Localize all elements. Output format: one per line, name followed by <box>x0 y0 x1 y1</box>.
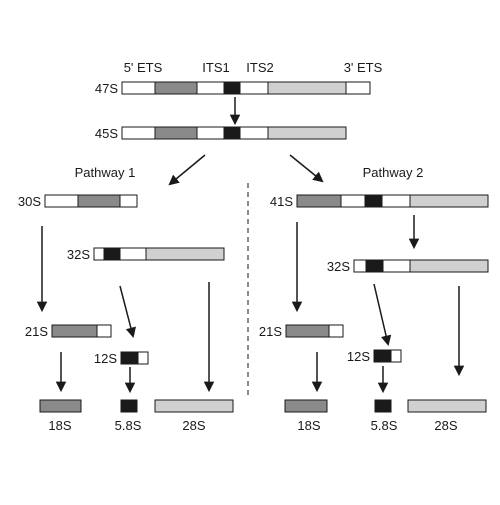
label-32s-right: 32S <box>327 259 350 274</box>
label-18s-left: 18S <box>48 418 71 433</box>
arrow-32s-12s-right <box>373 283 392 347</box>
bar-32s-right <box>353 259 489 273</box>
arrow-32s-12s-left <box>119 285 136 339</box>
bar-41s <box>296 194 489 208</box>
label-3ets: 3' ETS <box>344 60 383 75</box>
label-its1: ITS1 <box>202 60 229 75</box>
bar-58s-right <box>374 399 392 413</box>
label-41s: 41S <box>270 194 293 209</box>
bar-18s-right <box>284 399 328 413</box>
bar-21s-right <box>285 324 344 338</box>
bar-28s-right <box>407 399 487 413</box>
arrow-45s-pathway1 <box>168 154 206 186</box>
label-47s: 47S <box>95 81 118 96</box>
label-30s: 30S <box>18 194 41 209</box>
arrow-45s-pathway2 <box>289 154 324 183</box>
label-pathway-2: Pathway 2 <box>363 165 424 180</box>
label-21s-right: 21S <box>259 324 282 339</box>
bar-47s <box>121 81 371 95</box>
label-58s-right: 5.8S <box>371 418 398 433</box>
bar-12s-right <box>373 349 402 363</box>
bar-58s-left <box>120 399 138 413</box>
label-12s-right: 12S <box>347 349 370 364</box>
label-18s-right: 18S <box>297 418 320 433</box>
bar-18s-left <box>39 399 82 413</box>
label-58s-left: 5.8S <box>115 418 142 433</box>
label-5ets: 5' ETS <box>124 60 163 75</box>
bar-45s <box>121 126 347 140</box>
bar-30s <box>44 194 138 208</box>
label-28s-right: 28S <box>434 418 457 433</box>
label-12s-left: 12S <box>94 351 117 366</box>
label-pathway-1: Pathway 1 <box>75 165 136 180</box>
label-21s-left: 21S <box>25 324 48 339</box>
bar-12s-left <box>120 351 149 365</box>
bar-21s-left <box>51 324 112 338</box>
label-28s-left: 28S <box>182 418 205 433</box>
label-32s-left: 32S <box>67 247 90 262</box>
bar-28s-left <box>154 399 234 413</box>
label-its2: ITS2 <box>246 60 273 75</box>
label-45s: 45S <box>95 126 118 141</box>
bar-32s-left <box>93 247 225 261</box>
